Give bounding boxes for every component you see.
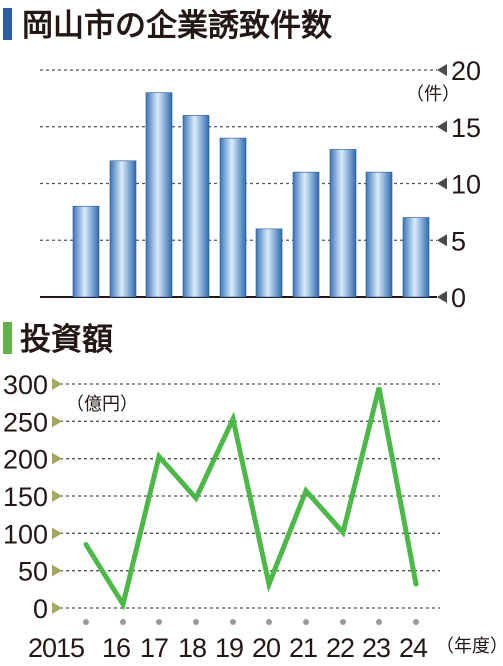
bar-chart-tick-marker	[437, 291, 447, 303]
line-chart-unit: （億円）	[66, 394, 138, 415]
bar-chart-bars	[72, 92, 430, 298]
bar	[402, 217, 430, 298]
x-axis-dot	[376, 619, 382, 625]
bar	[72, 205, 100, 298]
bar-chart-y-tick-label: 10	[451, 170, 481, 200]
bar-chart-tick-marker	[437, 234, 447, 247]
bar	[255, 228, 283, 298]
bar	[292, 171, 320, 298]
bar	[109, 160, 137, 298]
x-axis-dot	[156, 619, 162, 625]
x-axis-label: 17	[140, 633, 168, 663]
x-axis-label: 16	[102, 633, 130, 663]
line-chart-tick-marker	[52, 378, 62, 390]
line-chart-y-tick-label: 300	[3, 370, 48, 400]
x-axis-label: 24	[399, 633, 428, 663]
bar-chart-y-tick-label: 15	[451, 113, 481, 143]
bar-chart-title-marker	[3, 8, 12, 40]
line-chart-series	[83, 387, 419, 611]
x-axis-unit: （年度）	[436, 636, 503, 657]
bar-chart-tick-marker	[437, 64, 447, 76]
bar-chart-y-tick-label: 0	[451, 283, 466, 313]
line-chart-y-tick-label: 200	[3, 445, 48, 475]
x-axis-label: 20	[252, 633, 280, 663]
line-chart-tick-marker	[52, 415, 62, 428]
bar	[329, 149, 357, 298]
x-axis-dot	[266, 619, 272, 625]
line-chart-y-tick-label: 100	[3, 519, 48, 549]
x-axis-dot	[340, 619, 346, 625]
line-chart-tick-marker	[52, 490, 62, 502]
bar	[145, 92, 173, 298]
line-chart-title-marker	[3, 322, 12, 354]
line-chart-y-ticks: 0 50 100 150 200 250 300	[3, 370, 62, 624]
x-axis-label: 18	[178, 633, 206, 663]
bar-chart-y-tick-label: 5	[451, 226, 466, 256]
line-chart-y-tick-label: 250	[3, 407, 48, 437]
bar-chart-unit: （件）	[406, 84, 460, 105]
bar	[182, 115, 210, 298]
bar-chart-y-ticks: 0 5 10 15 20	[437, 56, 481, 313]
x-axis-dot	[83, 619, 89, 625]
line-chart-y-tick-label: 0	[33, 594, 48, 624]
x-axis-dot	[303, 619, 309, 625]
bar-chart-tick-marker	[437, 120, 447, 133]
x-axis-label: 2015	[28, 633, 84, 663]
x-axis-dot	[120, 619, 126, 625]
line-chart-tick-marker	[52, 602, 62, 614]
x-axis-dot	[413, 619, 419, 625]
line-chart-title: 投資額	[20, 322, 113, 358]
line-chart-tick-marker	[52, 564, 62, 577]
x-axis-label: 21	[289, 633, 317, 663]
bar	[365, 171, 393, 298]
line-chart-y-tick-label: 50	[18, 557, 48, 587]
x-axis-label: 19	[215, 633, 243, 663]
line-chart-tick-marker	[52, 527, 62, 540]
x-axis: 2015 16 17 18 19 20 21 22 23 24	[28, 619, 429, 663]
bar-chart-y-tick-label: 20	[451, 56, 481, 86]
x-axis-dot	[193, 619, 199, 625]
bar	[219, 137, 247, 298]
line-chart-y-tick-label: 150	[3, 482, 48, 512]
line-series-path	[83, 387, 419, 611]
x-axis-dot	[230, 619, 236, 625]
x-axis-label: 23	[362, 633, 390, 663]
bar-chart-title: 岡山市の企業誘致件数	[22, 8, 332, 44]
line-chart-tick-marker	[52, 452, 62, 465]
x-axis-label: 22	[326, 633, 354, 663]
bar-chart-tick-marker	[437, 177, 447, 190]
